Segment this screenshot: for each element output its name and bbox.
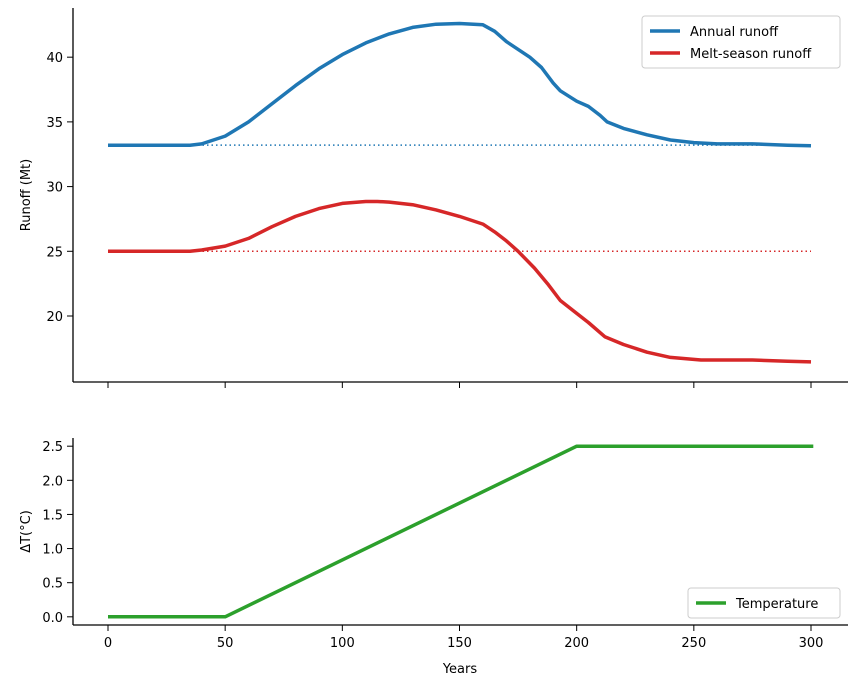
y-tick-label: 25: [46, 245, 63, 260]
legend-label: Temperature: [735, 597, 818, 612]
y-tick-label: 1.5: [42, 508, 63, 523]
y-tick-label: 30: [46, 181, 63, 196]
legend-label: Annual runoff: [690, 25, 779, 40]
legend-box: [641, 15, 841, 69]
y-axis-label: Runoff (Mt): [19, 159, 34, 231]
y-tick-label: 0.0: [42, 611, 63, 626]
x-tick-label: 100: [330, 636, 355, 651]
legend-label: Melt-season runoff: [690, 47, 812, 62]
y-tick-label: 0.5: [42, 577, 63, 592]
x-tick-label: 0: [104, 636, 112, 651]
x-tick-label: 150: [447, 636, 472, 651]
series-line-temperature: [108, 444, 814, 619]
series-line-melt-season-runoff: [108, 199, 812, 364]
x-tick-label: 300: [799, 636, 824, 651]
x-tick-label: 50: [217, 636, 234, 651]
y-tick-label: 2.5: [42, 440, 63, 455]
series-line-annual-runoff: [108, 21, 812, 148]
y-axis-label: ΔT(°C): [19, 510, 34, 553]
y-tick-label: 20: [46, 310, 63, 325]
legend-box: [687, 587, 841, 619]
y-tick-label: 2.0: [42, 474, 63, 489]
x-axis-label: Years: [442, 662, 478, 677]
y-tick-label: 1.0: [42, 543, 63, 558]
x-tick-label: 250: [681, 636, 706, 651]
y-tick-label: 40: [46, 51, 63, 66]
y-tick-label: 35: [46, 116, 63, 131]
x-tick-label: 200: [564, 636, 589, 651]
